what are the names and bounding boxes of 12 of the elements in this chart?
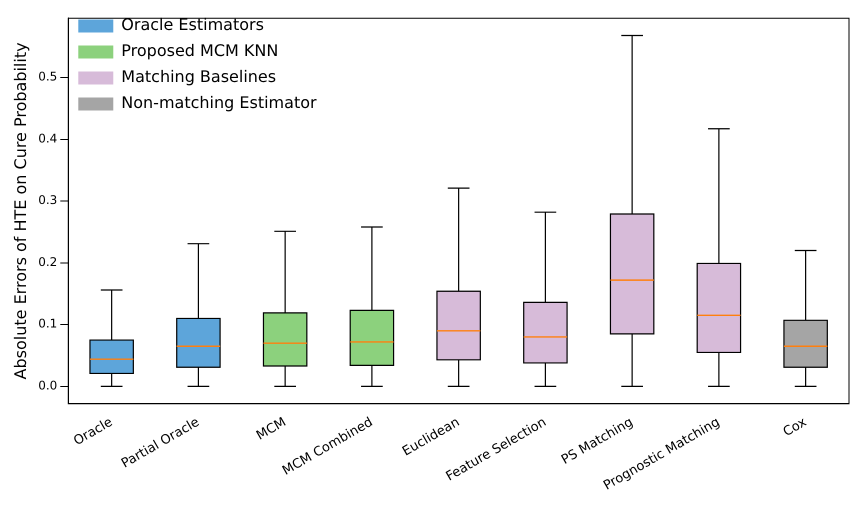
legend-label: Non-matching Estimator — [121, 93, 318, 112]
y-tick-label: 0.3 — [38, 193, 58, 208]
x-tick-label: Cox — [780, 414, 810, 440]
y-tick-label: 0.5 — [38, 70, 58, 84]
y-tick-label: 0.0 — [38, 378, 58, 393]
y-tick-label: 0.4 — [38, 131, 58, 146]
legend-label: Oracle Estimators — [121, 15, 264, 34]
legend-label: Proposed MCM KNN — [121, 41, 278, 60]
y-tick-label: 0.1 — [38, 316, 58, 331]
y-axis-title: Absolute Errors of HTE on Cure Probability — [10, 42, 30, 380]
y-tick-label: 0.2 — [38, 254, 58, 269]
legend-label: Matching Baselines — [121, 67, 276, 86]
